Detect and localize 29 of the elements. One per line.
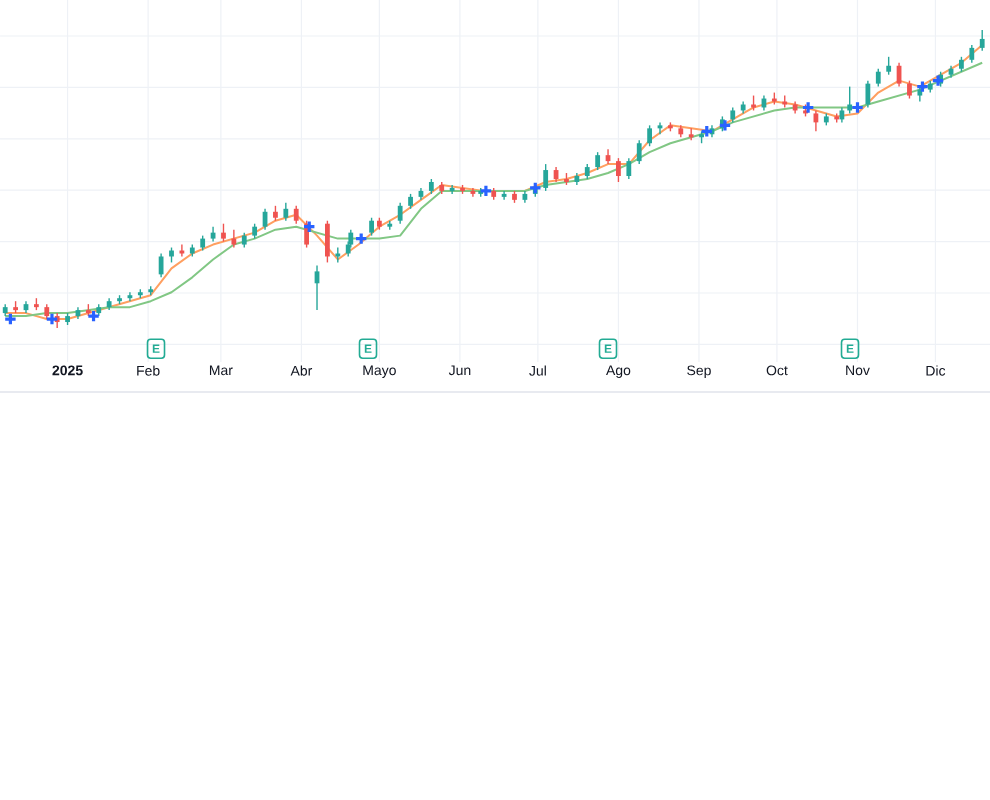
candlestick <box>397 202 403 225</box>
candlestick <box>979 29 985 52</box>
point <box>86 309 101 323</box>
point <box>931 73 945 88</box>
candlestick <box>325 220 330 264</box>
candlestick <box>616 157 621 183</box>
candlestick <box>158 252 164 279</box>
point <box>850 100 865 115</box>
candlestick <box>688 127 694 141</box>
point <box>479 184 493 198</box>
point <box>801 100 815 115</box>
candlestick <box>626 157 632 180</box>
point <box>354 231 368 246</box>
candlestick <box>543 163 549 192</box>
candlestick <box>847 85 853 115</box>
candlestick <box>865 79 871 109</box>
point <box>3 312 18 326</box>
candlestick <box>501 190 507 201</box>
point <box>528 181 543 195</box>
point <box>915 79 930 94</box>
candlestick <box>335 246 341 264</box>
candlestick <box>636 139 642 165</box>
candlestick <box>231 228 237 249</box>
candlestick <box>647 124 653 147</box>
candlestick <box>449 184 455 195</box>
point <box>45 312 59 326</box>
point <box>302 219 317 234</box>
point <box>718 118 732 133</box>
point <box>699 124 714 139</box>
